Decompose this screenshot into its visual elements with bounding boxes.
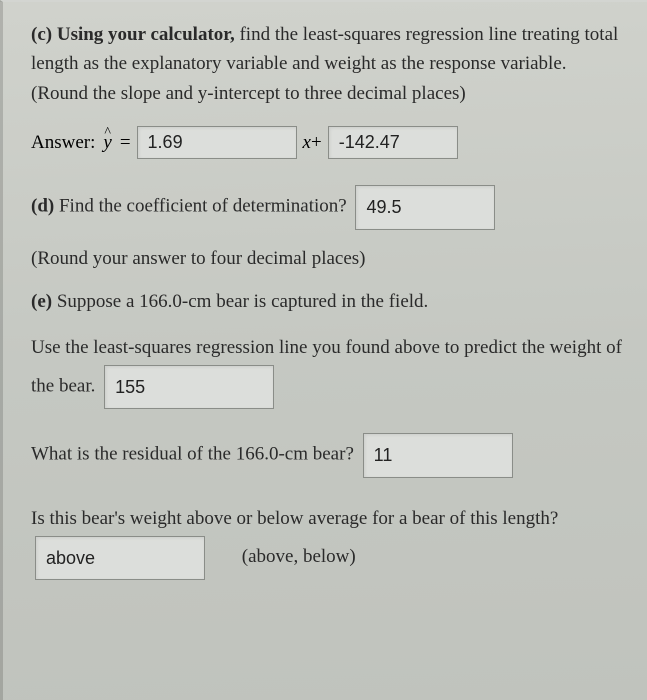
yhat-symbol: ^ y <box>101 132 113 154</box>
predicted-weight-input[interactable]: 155 <box>104 365 274 409</box>
slope-input[interactable]: 1.69 <box>137 126 297 159</box>
part-d-round-note: (Round your answer to four decimal place… <box>31 244 625 273</box>
equals-sign: = <box>120 132 131 154</box>
avg-hint: (above, below) <box>242 546 356 567</box>
part-c-text: (c) Using your calculator, find the leas… <box>31 20 625 108</box>
part-c-bold: Using your calculator, <box>57 24 235 45</box>
hat-symbol: ^ <box>104 125 111 141</box>
part-d-label: (d) <box>31 196 54 217</box>
answer-row: Answer: ^ y = 1.69 x+ -142.47 <box>31 126 625 159</box>
above-below-row: Is this bear's weight above or below ave… <box>31 502 625 581</box>
answer-label: Answer: <box>31 132 95 154</box>
coef-determination-input[interactable]: 49.5 <box>355 185 495 229</box>
x-plus: x+ <box>303 132 322 154</box>
residual-row: What is the residual of the 166.0-cm bea… <box>31 433 625 477</box>
part-e-suppose-text: Suppose a 166.0-cm bear is captured in t… <box>52 291 428 312</box>
question-page: (c) Using your calculator, find the leas… <box>0 0 647 700</box>
intercept-input[interactable]: -142.47 <box>328 126 458 159</box>
avg-text: Is this bear's weight above or below ave… <box>31 508 558 529</box>
residual-input[interactable]: 11 <box>363 433 513 477</box>
part-d-row: (d) Find the coefficient of determinatio… <box>31 185 625 229</box>
part-e-label: (e) <box>31 291 52 312</box>
part-d-text: Find the coefficient of determination? <box>54 196 351 217</box>
above-below-input[interactable]: above <box>35 536 205 580</box>
residual-text: What is the residual of the 166.0-cm bea… <box>31 444 354 465</box>
part-c-label: (c) <box>31 24 52 45</box>
part-e-predict-row: Use the least-squares regression line yo… <box>31 331 625 410</box>
part-e-suppose: (e) Suppose a 166.0-cm bear is captured … <box>31 287 625 316</box>
